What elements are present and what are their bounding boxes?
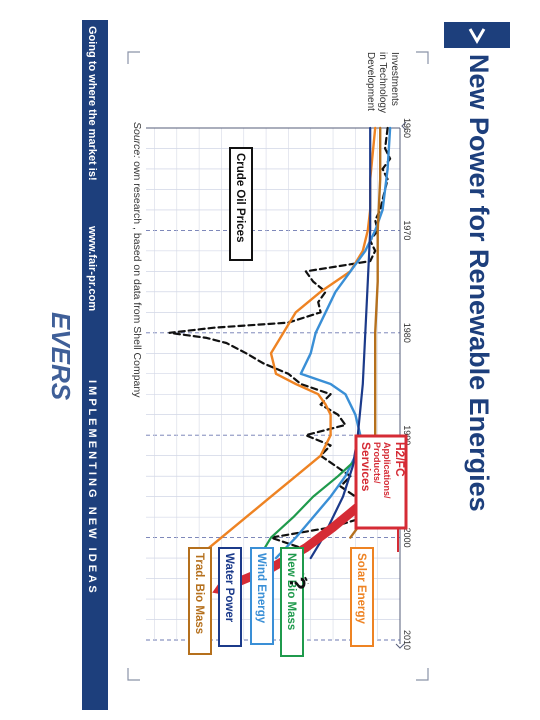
page-title: New Power for Renewable Energies: [464, 54, 494, 512]
x-tick-label: 1960: [402, 118, 412, 138]
y-axis-label-line1: Investments: [389, 52, 400, 106]
x-tick-label: 2000: [402, 528, 412, 548]
series-labels: Crude Oil Prices Solar Energy New Bio Mass…: [188, 147, 408, 657]
forecast-question-mark: ?: [285, 577, 310, 590]
y-axis-arrow-icon: [401, 121, 407, 131]
chevron-right-icon: [468, 28, 486, 44]
solar-energy-label-frame: [350, 547, 374, 647]
h2fc-label-line4: Services: [359, 442, 373, 492]
water-power-label-box: Water Power: [218, 547, 242, 647]
corner-marks: [127, 51, 429, 681]
evers-logo: EVERS: [46, 312, 76, 401]
solar-energy-label-box: Solar Energy: [350, 547, 374, 647]
source-prefix: Source:: [131, 122, 143, 158]
x-tick-label: 1980: [402, 323, 412, 343]
y-axis-label: Investments in Technology Development: [365, 52, 400, 113]
h2fc-label-line1: H2/FC: [393, 442, 407, 477]
header-chevron-box[interactable]: [444, 22, 510, 48]
trad-bio-mass-label-frame: [188, 547, 212, 655]
series-line-crude: [168, 126, 392, 570]
x-tick-labels: 196019701980199020002010: [402, 118, 412, 650]
footer-tagline: Going to where the market is!: [86, 26, 98, 181]
h2fc-label-line3: Products/: [372, 442, 382, 484]
new-bio-mass-label-box: New Bio Mass: [280, 547, 304, 657]
series-line-solar: [195, 126, 377, 560]
wind-energy-label-frame: [250, 547, 274, 645]
new-bio-mass-label-frame: [280, 547, 304, 657]
crude-oil-label-frame: [229, 147, 253, 261]
crude-oil-label: Crude Oil Prices: [234, 153, 246, 242]
trad-bio-mass-label: Trad. Bio Mass: [193, 553, 205, 634]
solar-energy-label: Solar Energy: [355, 553, 367, 625]
h2fc-frame: [354, 434, 408, 530]
wind-energy-label: Wind Energy: [255, 553, 267, 624]
wind-energy-label-box: Wind Energy: [250, 547, 274, 645]
footer-url[interactable]: www.fair-pr.com: [86, 225, 98, 311]
series-line-water: [309, 126, 372, 560]
trad-bio-mass-label-box: Trad. Bio Mass: [188, 547, 212, 655]
logo-text: EVERS: [46, 312, 76, 401]
footer-slogan: I M P L E M E N T I N G N E W I D E A S: [86, 380, 98, 593]
footer-band: [82, 20, 108, 710]
water-power-label-frame: [218, 547, 242, 647]
series-line-wind: [274, 126, 392, 560]
chart-axis: [146, 121, 407, 649]
source-text: own research , based on data from Shell …: [131, 158, 143, 398]
h2fc-label-line2: Applications/: [382, 442, 392, 499]
new-bio-mass-label: New Bio Mass: [285, 553, 297, 630]
crude-oil-label-box: Crude Oil Prices: [229, 147, 253, 261]
y-axis-label-line2: in Technology: [377, 52, 388, 113]
source-note: Source: own research , based on data fro…: [131, 122, 143, 398]
x-tick-label: 1970: [402, 220, 412, 240]
x-tick-label: 2010: [402, 630, 412, 650]
x-axis-arrow-icon: [395, 643, 405, 649]
water-power-label: Water Power: [223, 553, 235, 623]
y-axis-label-line3: Development: [365, 52, 376, 111]
